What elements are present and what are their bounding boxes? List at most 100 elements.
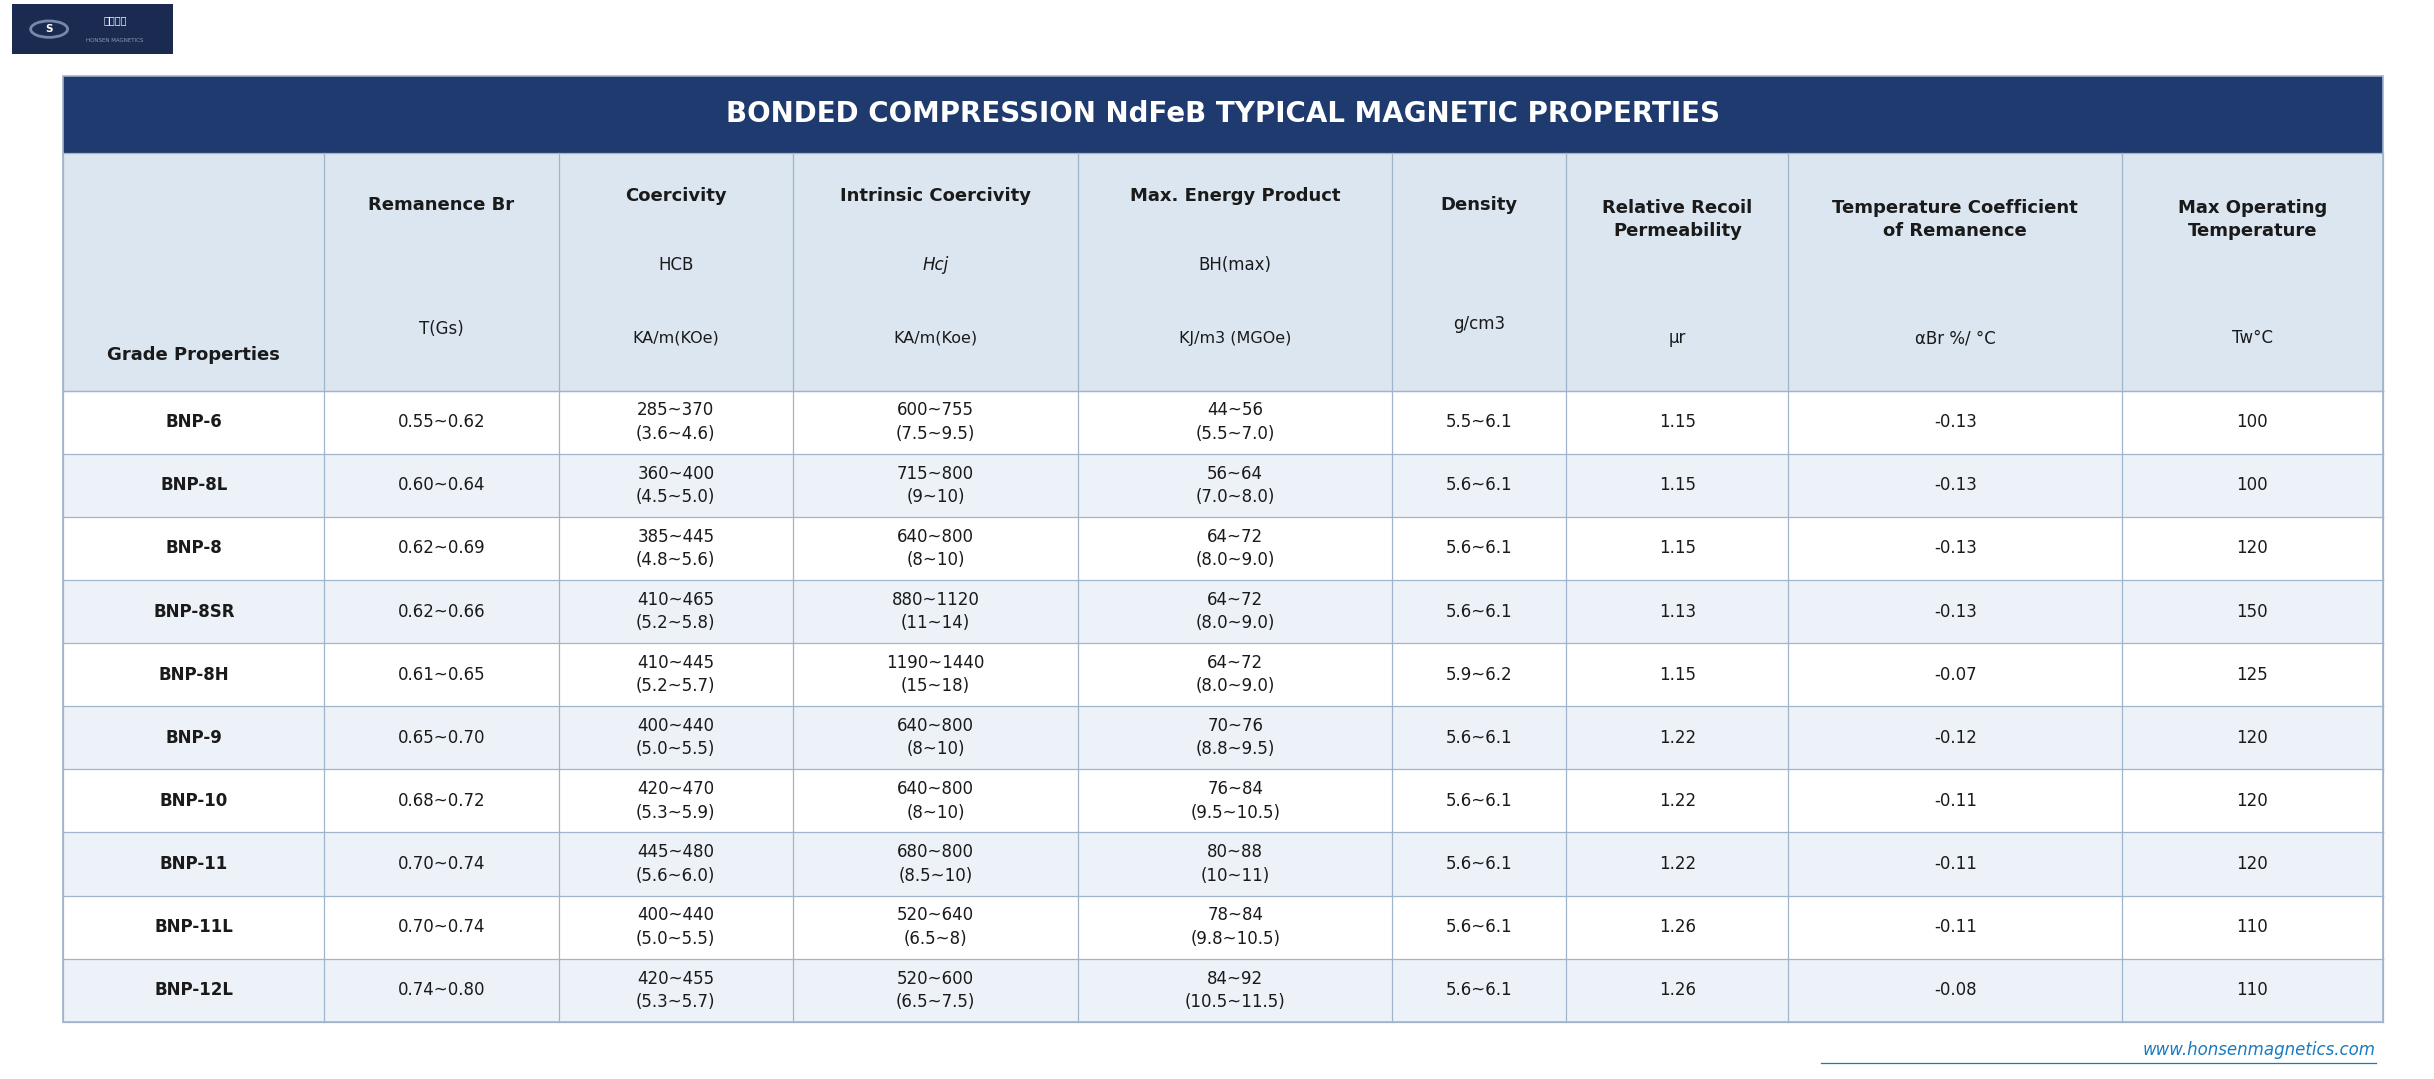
Bar xyxy=(63,769,2383,832)
Text: 715~800
(9~10): 715~800 (9~10) xyxy=(898,465,974,506)
Text: 1.22: 1.22 xyxy=(1660,728,1696,747)
Text: 70~76
(8.8~9.5): 70~76 (8.8~9.5) xyxy=(1195,718,1275,759)
Text: 110: 110 xyxy=(2237,918,2268,937)
Text: HONSEN MAGNETICS: HONSEN MAGNETICS xyxy=(85,38,144,42)
Text: g/cm3: g/cm3 xyxy=(1453,315,1504,333)
Text: Max. Energy Product: Max. Energy Product xyxy=(1129,187,1341,205)
Text: 680~800
(8.5~10): 680~800 (8.5~10) xyxy=(898,844,974,885)
Text: 5.9~6.2: 5.9~6.2 xyxy=(1446,666,1512,684)
Text: 0.74~0.80: 0.74~0.80 xyxy=(397,981,484,999)
Text: 400~440
(5.0~5.5): 400~440 (5.0~5.5) xyxy=(635,906,716,947)
Text: BH(max): BH(max) xyxy=(1198,256,1271,274)
Text: 100: 100 xyxy=(2237,476,2268,494)
Text: 285~370
(3.6~4.6): 285~370 (3.6~4.6) xyxy=(635,401,716,442)
Text: BNP-9: BNP-9 xyxy=(166,728,221,747)
Text: Hcj: Hcj xyxy=(922,256,949,274)
Text: BNP-6: BNP-6 xyxy=(166,413,221,432)
Text: Coercivity: Coercivity xyxy=(626,187,728,205)
Text: T(Gs): T(Gs) xyxy=(419,319,465,338)
Text: 410~465
(5.2~5.8): 410~465 (5.2~5.8) xyxy=(635,591,716,632)
Text: 5.5~6.1: 5.5~6.1 xyxy=(1446,413,1512,432)
Text: 0.65~0.70: 0.65~0.70 xyxy=(397,728,484,747)
Text: 5.6~6.1: 5.6~6.1 xyxy=(1446,476,1512,494)
Text: 120: 120 xyxy=(2237,728,2268,747)
Text: 420~455
(5.3~5.7): 420~455 (5.3~5.7) xyxy=(635,970,716,1011)
Text: BNP-8SR: BNP-8SR xyxy=(153,602,234,620)
Bar xyxy=(63,76,2383,1022)
Text: 0.70~0.74: 0.70~0.74 xyxy=(397,918,484,937)
Text: 410~445
(5.2~5.7): 410~445 (5.2~5.7) xyxy=(635,654,716,695)
Text: 640~800
(8~10): 640~800 (8~10) xyxy=(898,528,974,569)
Text: 5.6~6.1: 5.6~6.1 xyxy=(1446,540,1512,558)
Text: Tw°C: Tw°C xyxy=(2232,329,2273,347)
Text: 0.62~0.66: 0.62~0.66 xyxy=(397,602,484,620)
Text: 64~72
(8.0~9.0): 64~72 (8.0~9.0) xyxy=(1195,528,1275,569)
Text: 64~72
(8.0~9.0): 64~72 (8.0~9.0) xyxy=(1195,654,1275,695)
Text: 5.6~6.1: 5.6~6.1 xyxy=(1446,855,1512,873)
Text: 400~440
(5.0~5.5): 400~440 (5.0~5.5) xyxy=(635,718,716,759)
Text: -0.13: -0.13 xyxy=(1933,476,1976,494)
Text: 1.22: 1.22 xyxy=(1660,792,1696,810)
Text: BNP-8H: BNP-8H xyxy=(158,666,229,684)
Text: 76~84
(9.5~10.5): 76~84 (9.5~10.5) xyxy=(1190,780,1280,821)
Text: Temperature Coefficient
of Remanence: Temperature Coefficient of Remanence xyxy=(1833,199,2079,241)
Bar xyxy=(63,517,2383,579)
Text: 44~56
(5.5~7.0): 44~56 (5.5~7.0) xyxy=(1195,401,1275,442)
Text: -0.07: -0.07 xyxy=(1935,666,1976,684)
Text: BNP-11L: BNP-11L xyxy=(153,918,234,937)
Text: -0.13: -0.13 xyxy=(1933,540,1976,558)
Text: 600~755
(7.5~9.5): 600~755 (7.5~9.5) xyxy=(896,401,976,442)
Text: 110: 110 xyxy=(2237,981,2268,999)
Text: 520~600
(6.5~7.5): 520~600 (6.5~7.5) xyxy=(896,970,976,1011)
Text: 0.70~0.74: 0.70~0.74 xyxy=(397,855,484,873)
Text: 385~445
(4.8~5.6): 385~445 (4.8~5.6) xyxy=(635,528,716,569)
Text: -0.11: -0.11 xyxy=(1933,855,1976,873)
Text: 5.6~6.1: 5.6~6.1 xyxy=(1446,602,1512,620)
Bar xyxy=(63,958,2383,1022)
Text: Relative Recoil
Permeability: Relative Recoil Permeability xyxy=(1602,199,1752,241)
Text: 1.15: 1.15 xyxy=(1660,413,1696,432)
Text: 1.15: 1.15 xyxy=(1660,666,1696,684)
Text: 0.55~0.62: 0.55~0.62 xyxy=(397,413,484,432)
Text: 78~84
(9.8~10.5): 78~84 (9.8~10.5) xyxy=(1190,906,1280,947)
Text: -0.13: -0.13 xyxy=(1933,602,1976,620)
Text: 1.22: 1.22 xyxy=(1660,855,1696,873)
Text: -0.08: -0.08 xyxy=(1935,981,1976,999)
Text: BNP-12L: BNP-12L xyxy=(153,981,234,999)
Text: -0.11: -0.11 xyxy=(1933,918,1976,937)
Text: αBr %/ °C: αBr %/ °C xyxy=(1916,329,1996,347)
Text: μr: μr xyxy=(1670,329,1687,347)
Text: 520~640
(6.5~8): 520~640 (6.5~8) xyxy=(898,906,974,947)
Text: HCB: HCB xyxy=(657,256,694,274)
Text: 鸿声磁材: 鸿声磁材 xyxy=(102,15,127,25)
Text: 640~800
(8~10): 640~800 (8~10) xyxy=(898,780,974,821)
Text: 1.15: 1.15 xyxy=(1660,476,1696,494)
Bar xyxy=(63,391,2383,453)
Text: www.honsenmagnetics.com: www.honsenmagnetics.com xyxy=(2142,1041,2376,1058)
Text: BNP-11: BNP-11 xyxy=(161,855,229,873)
Text: 360~400
(4.5~5.0): 360~400 (4.5~5.0) xyxy=(635,465,716,506)
Text: -0.13: -0.13 xyxy=(1933,413,1976,432)
Text: Max Operating
Temperature: Max Operating Temperature xyxy=(2178,199,2327,241)
Text: 0.61~0.65: 0.61~0.65 xyxy=(397,666,484,684)
Text: Grade Properties: Grade Properties xyxy=(107,346,280,364)
Text: 1.26: 1.26 xyxy=(1660,981,1696,999)
Text: 120: 120 xyxy=(2237,540,2268,558)
Text: BNP-8L: BNP-8L xyxy=(161,476,226,494)
Text: BONDED COMPRESSION NdFeB TYPICAL MAGNETIC PROPERTIES: BONDED COMPRESSION NdFeB TYPICAL MAGNETI… xyxy=(725,100,1721,128)
Text: BNP-10: BNP-10 xyxy=(161,792,229,810)
Text: 1.13: 1.13 xyxy=(1660,602,1696,620)
Text: 5.6~6.1: 5.6~6.1 xyxy=(1446,918,1512,937)
Text: 120: 120 xyxy=(2237,792,2268,810)
Text: KJ/m3 (MGOe): KJ/m3 (MGOe) xyxy=(1178,331,1292,346)
Text: 80~88
(10~11): 80~88 (10~11) xyxy=(1200,844,1271,885)
Text: 5.6~6.1: 5.6~6.1 xyxy=(1446,728,1512,747)
Text: 1190~1440
(15~18): 1190~1440 (15~18) xyxy=(886,654,986,695)
Text: 640~800
(8~10): 640~800 (8~10) xyxy=(898,718,974,759)
Text: -0.11: -0.11 xyxy=(1933,792,1976,810)
Text: 150: 150 xyxy=(2237,602,2268,620)
Text: KA/m(KOe): KA/m(KOe) xyxy=(633,331,718,346)
Text: 125: 125 xyxy=(2237,666,2268,684)
Text: 420~470
(5.3~5.9): 420~470 (5.3~5.9) xyxy=(635,780,716,821)
Bar xyxy=(63,76,2383,153)
